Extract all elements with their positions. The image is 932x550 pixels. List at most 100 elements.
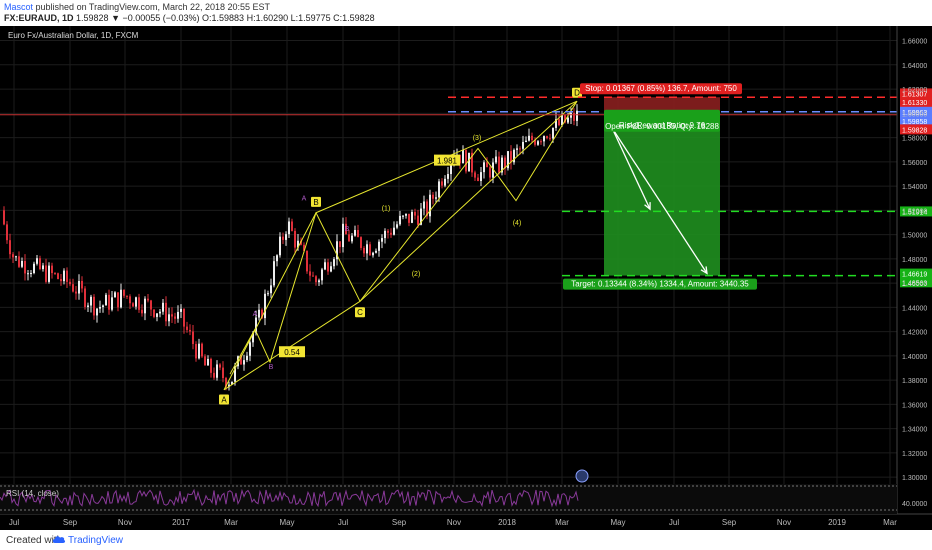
profit-zone: [604, 113, 720, 276]
candle-body: [192, 331, 194, 344]
candle-body: [540, 141, 542, 143]
candle-body: [561, 114, 563, 126]
candle-body: [282, 236, 284, 240]
y-tick-label: 1.58000: [902, 136, 927, 143]
candle-body: [372, 252, 374, 256]
candle-body: [138, 297, 140, 310]
candle-body: [519, 148, 521, 150]
candle-body: [402, 215, 404, 217]
candle-body: [447, 174, 449, 179]
wave-label: (3): [473, 135, 482, 142]
candle-body: [147, 298, 149, 301]
candle-body: [291, 221, 293, 231]
x-tick-label: Sep: [392, 518, 407, 527]
candle-body: [300, 240, 302, 245]
candle-body: [342, 223, 344, 248]
symbol-label[interactable]: FX:EURAUD, 1D: [4, 13, 74, 23]
candle-body: [132, 303, 134, 307]
price-tag-box: [900, 97, 932, 108]
price-tag: 1.46619: [902, 272, 927, 279]
candle-body: [393, 227, 395, 235]
x-tick-label: 2017: [172, 518, 190, 527]
rsi-line: [0, 488, 579, 508]
candle-body: [570, 112, 572, 118]
price-tag: 1.59963: [902, 110, 927, 117]
candle-body: [90, 296, 92, 306]
candle-body: [39, 258, 41, 270]
candle-body: [492, 162, 494, 178]
candle-body: [15, 256, 17, 258]
candle-body: [36, 258, 38, 264]
candle-body: [489, 167, 491, 178]
candle-body: [369, 244, 371, 256]
candle-body: [366, 244, 368, 254]
candle-body: [105, 294, 107, 306]
candle-body: [534, 140, 536, 145]
y-tick-label: 1.40000: [902, 354, 927, 361]
candle-body: [414, 211, 416, 216]
candle-body: [42, 265, 44, 270]
candle-body: [450, 161, 452, 175]
candle-body: [48, 265, 50, 282]
candle-body: [468, 152, 470, 172]
risk-reward-label: Risk/Reward Ratio: 9.76: [619, 121, 706, 130]
candle-body: [189, 329, 191, 332]
candle-body: [537, 141, 539, 145]
candle-body: [18, 256, 20, 267]
candle-body: [78, 280, 80, 294]
candle-body: [93, 296, 95, 316]
rsi-value: 40.0000: [902, 501, 927, 508]
candle-body: [567, 117, 569, 123]
price-tag-box: [900, 88, 932, 99]
y-tick-label: 1.54000: [902, 184, 927, 191]
candle-body: [354, 229, 356, 236]
created-with-text: Created with: [6, 535, 63, 546]
wave-label: (1): [382, 205, 391, 212]
y-tick-label: 1.34000: [902, 427, 927, 434]
price-tag-box: [900, 277, 932, 288]
loss-zone: [604, 97, 720, 114]
candle-body: [429, 194, 431, 217]
candle-body: [243, 360, 245, 365]
candle-body: [96, 308, 98, 316]
candle-body: [129, 296, 131, 304]
candle-body: [501, 157, 503, 173]
candle-body: [336, 241, 338, 260]
candle-body: [120, 289, 122, 308]
candle-body: [288, 221, 290, 235]
candle-body: [444, 178, 446, 186]
candle-body: [228, 384, 230, 387]
candle-body: [528, 135, 530, 141]
candle-body: [576, 110, 578, 121]
pnl-label: Open P&L: 0.00135, Qty: 18288: [605, 122, 719, 131]
candle-body: [57, 273, 59, 279]
candle-body: [276, 255, 278, 262]
tradingview-brand[interactable]: TradingView: [68, 535, 124, 546]
candle-body: [51, 265, 53, 274]
candle-body: [324, 262, 326, 270]
candle-body: [234, 366, 236, 382]
candle-body: [525, 140, 527, 142]
candle-body: [237, 356, 239, 367]
pattern-point-label: A: [221, 396, 227, 405]
pattern-point-label-box: [572, 87, 582, 98]
candle-body: [480, 172, 482, 181]
candle-body: [141, 309, 143, 314]
inner-pattern-line: [359, 100, 578, 302]
candle-body: [339, 241, 341, 248]
rsi-pane: [0, 484, 897, 514]
candle-body: [81, 280, 83, 289]
candle-body: [531, 135, 533, 141]
candle-body: [195, 343, 197, 359]
candle-body: [552, 127, 554, 139]
candle-body: [249, 342, 251, 356]
candle-body: [477, 177, 479, 181]
candle-body: [267, 293, 269, 295]
wave-label: (4): [513, 220, 522, 227]
stop-label: Stop: 0.01367 (0.85%) 136.7, Amount: 750: [585, 84, 737, 93]
author-link[interactable]: Mascot: [4, 2, 34, 12]
candle-body: [315, 276, 317, 283]
candle-body: [375, 250, 377, 253]
